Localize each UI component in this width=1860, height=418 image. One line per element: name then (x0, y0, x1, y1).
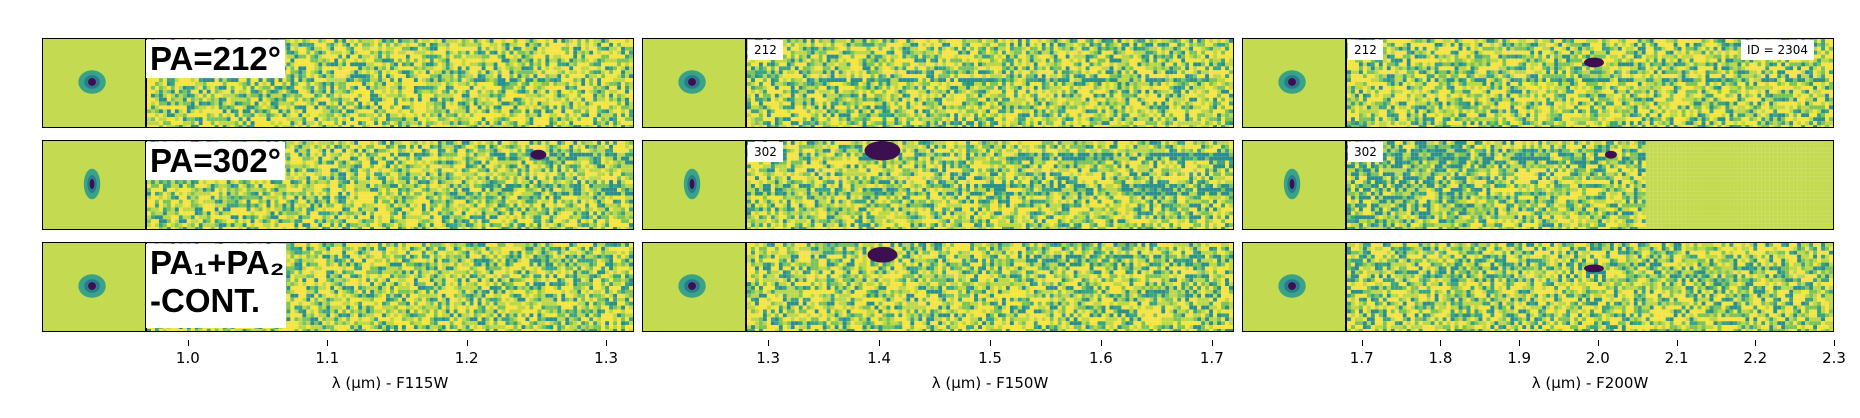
spectrum-panel-row3-f200w (1346, 242, 1834, 332)
spectrum-panel-row1-f150w (746, 38, 1234, 128)
x-tick (1597, 340, 1599, 346)
x-tick-label: 2.2 (1743, 349, 1767, 367)
x-tick (1676, 340, 1678, 346)
stamp-panel-row2-f150w (642, 140, 746, 230)
x-tick-label: 1.7 (1200, 349, 1224, 367)
row-label-combined-line2: -CONT. (150, 282, 282, 320)
x-tick (990, 340, 991, 346)
x-tick (327, 340, 329, 346)
spectrum-panel-row3-f150w (746, 242, 1234, 332)
stamp-panel-row1-f115w (42, 38, 146, 128)
xlabel-f150w: λ (μm) - F150W (932, 374, 1049, 392)
stamp-panel-row3-f115w (42, 242, 146, 332)
x-tick-label: 1.0 (176, 349, 200, 367)
x-tick (1361, 340, 1363, 346)
row-label-combined: PA₁+PA₂ -CONT. (146, 244, 286, 328)
xlabel-f200w: λ (μm) - F200W (1532, 374, 1649, 392)
stamp-panel-row3-f200w (1242, 242, 1346, 332)
x-tick (879, 340, 881, 346)
x-tick-label: 1.3 (594, 349, 618, 367)
row-label-pa212: PA=212° (146, 40, 285, 78)
pa-tag-row1-f200w: 212 (1348, 40, 1383, 60)
x-tick-label: 1.4 (867, 349, 891, 367)
x-tick (187, 340, 189, 346)
stamp-panel-row2-f115w (42, 140, 146, 230)
x-tick-label: 1.5 (978, 349, 1002, 367)
x-tick-label: 2.0 (1586, 349, 1610, 367)
x-tick-label: 1.2 (455, 349, 479, 367)
x-tick-label: 1.6 (1089, 349, 1113, 367)
x-tick-label: 1.9 (1507, 349, 1531, 367)
x-tick (1519, 340, 1521, 346)
spectrum-panel-row2-f200w (1346, 140, 1834, 230)
x-tick-label: 1.8 (1429, 349, 1453, 367)
x-tick-label: 1.7 (1350, 349, 1374, 367)
xlabel-f115w: λ (μm) - F115W (332, 374, 449, 392)
x-tick (466, 340, 468, 346)
stamp-panel-row2-f200w (1242, 140, 1346, 230)
x-tick (606, 340, 608, 346)
x-tick (768, 340, 770, 346)
x-tick (1834, 340, 1835, 346)
object-id-label: ID = 2304 (1741, 40, 1815, 60)
stamp-panel-row1-f200w (1242, 38, 1346, 128)
pa-tag-row2-f200w: 302 (1348, 142, 1383, 162)
stamp-panel-row1-f150w (642, 38, 746, 128)
spectrum-panel-row1-f200w (1346, 38, 1834, 128)
x-tick-label: 2.3 (1822, 349, 1846, 367)
x-tick-label: 1.1 (315, 349, 339, 367)
stamp-panel-row3-f150w (642, 242, 746, 332)
x-tick (1100, 340, 1102, 346)
x-tick-label: 2.1 (1665, 349, 1689, 367)
pa-tag-row2-f150w: 302 (748, 142, 783, 162)
row-label-pa302: PA=302° (146, 142, 285, 180)
row-label-combined-line1: PA₁+PA₂ (150, 244, 284, 282)
pa-tag-row1-f150w: 212 (748, 40, 783, 60)
x-tick (1211, 340, 1213, 346)
x-tick (1755, 340, 1757, 346)
x-tick (1440, 340, 1442, 346)
spectrum-panel-row2-f150w (746, 140, 1234, 230)
x-tick-label: 1.3 (756, 349, 780, 367)
